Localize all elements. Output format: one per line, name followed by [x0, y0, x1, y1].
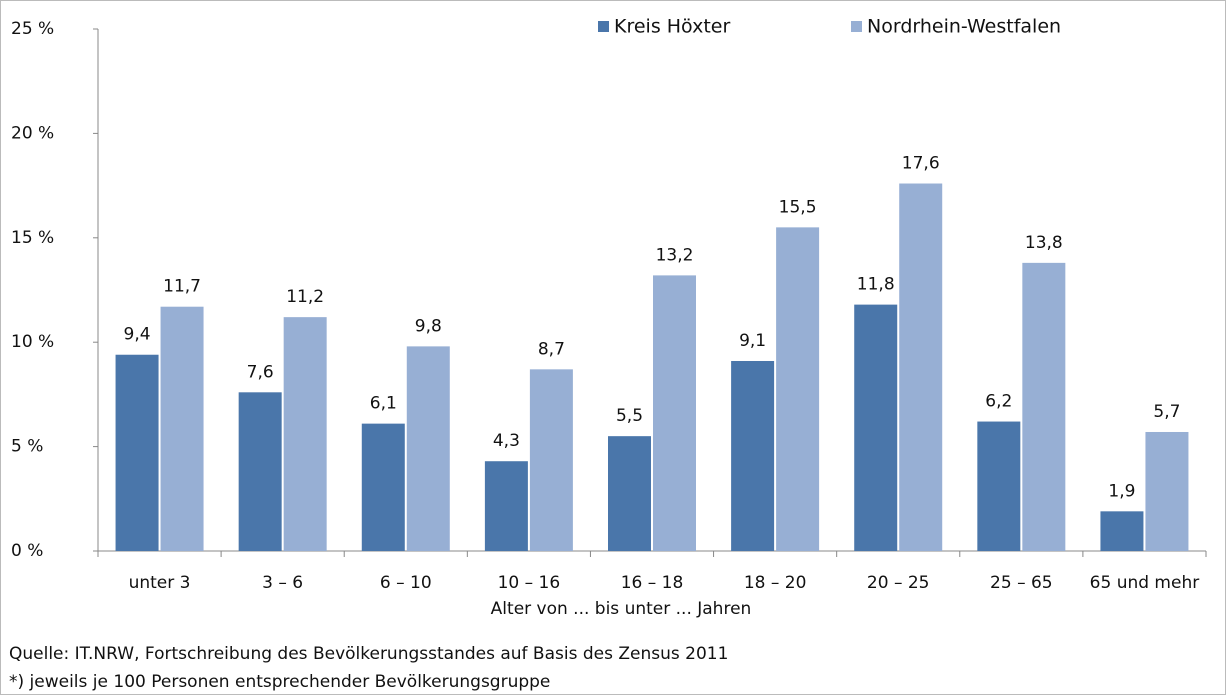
legend-swatch	[598, 21, 609, 32]
x-tick-label: 65 und mehr	[1089, 573, 1200, 593]
y-tick-label: 25 %	[11, 19, 54, 39]
bar	[854, 304, 898, 551]
source-note: *) jeweils je 100 Personen entsprechende…	[9, 672, 551, 692]
x-axis-label: Alter von ... bis unter ... Jahren	[491, 599, 752, 619]
value-label: 9,8	[415, 316, 442, 336]
bar	[776, 227, 820, 552]
y-tick-label: 15 %	[11, 228, 54, 248]
y-tick-label: 10 %	[11, 332, 54, 352]
bar	[361, 423, 405, 551]
bar	[406, 346, 450, 551]
bar	[1022, 262, 1066, 551]
bar	[1145, 431, 1189, 551]
value-label: 4,3	[493, 431, 520, 451]
x-tick-label: 10 – 16	[497, 573, 561, 593]
value-label: 8,7	[538, 339, 565, 359]
legend-label: Kreis Höxter	[614, 16, 730, 38]
legend-label: Nordrhein-Westfalen	[867, 16, 1061, 38]
bar	[283, 317, 327, 551]
x-tick-label: 16 – 18	[620, 573, 684, 593]
bar	[115, 354, 159, 551]
value-label: 13,8	[1025, 233, 1063, 253]
value-label: 11,7	[163, 277, 201, 297]
bar	[899, 183, 943, 551]
value-label: 7,6	[247, 362, 274, 382]
x-tick-label: 20 – 25	[866, 573, 930, 593]
x-tick-label: unter 3	[128, 573, 191, 593]
value-label: 15,5	[779, 197, 817, 217]
legend-swatch	[851, 21, 862, 32]
value-label: 1,9	[1108, 481, 1135, 501]
bar	[160, 306, 204, 551]
x-tick-label: 6 – 10	[379, 573, 432, 593]
x-tick-label: 18 – 20	[743, 573, 807, 593]
bar	[977, 421, 1021, 551]
value-label: 11,8	[857, 275, 895, 295]
bar	[529, 369, 573, 551]
value-label: 13,2	[656, 245, 694, 265]
bar	[608, 436, 651, 551]
source-note: Quelle: IT.NRW, Fortschreibung des Bevöl…	[9, 644, 729, 664]
x-tick-label: 25 – 65	[990, 573, 1053, 593]
value-label: 5,5	[616, 406, 643, 426]
bar	[1100, 511, 1144, 551]
bar	[731, 360, 775, 551]
value-label: 9,4	[124, 325, 151, 345]
value-label: 17,6	[902, 154, 940, 174]
bar	[653, 275, 696, 551]
value-label: 6,1	[370, 394, 397, 414]
bar	[238, 392, 282, 551]
value-label: 5,7	[1153, 402, 1180, 422]
value-label: 9,1	[739, 331, 766, 351]
value-label: 11,2	[286, 287, 324, 307]
y-tick-label: 5 %	[11, 437, 43, 457]
value-label: 6,2	[985, 392, 1012, 412]
y-tick-label: 20 %	[11, 123, 54, 143]
bar	[484, 461, 528, 551]
y-tick-label: 0 %	[11, 541, 43, 561]
x-tick-label: 3 – 6	[262, 573, 304, 593]
